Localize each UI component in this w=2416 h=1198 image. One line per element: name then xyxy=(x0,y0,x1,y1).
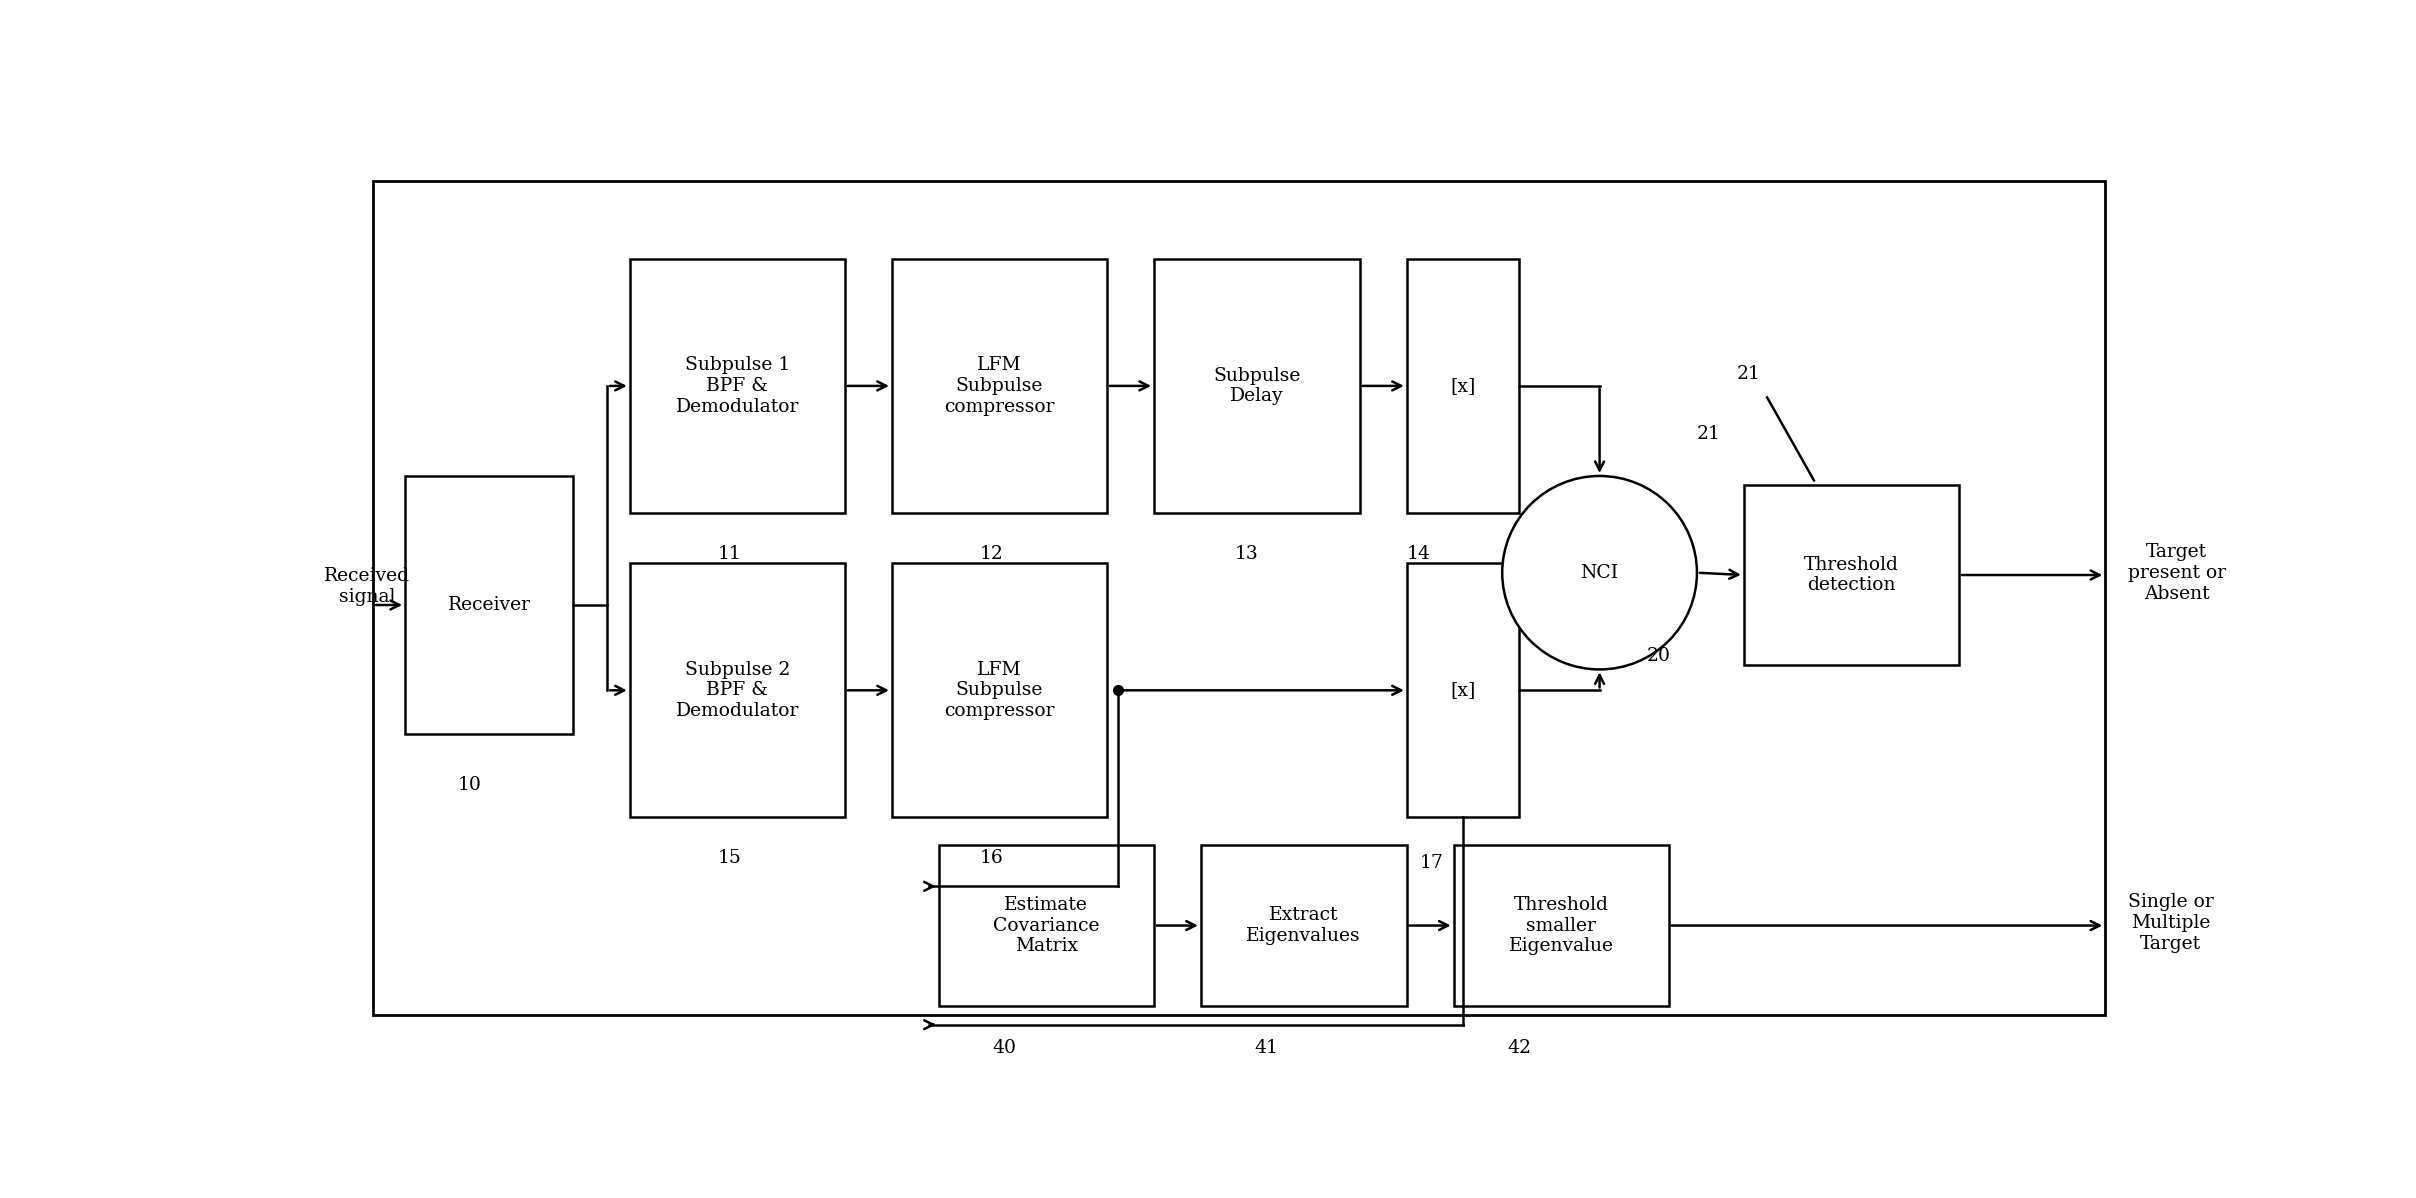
Bar xyxy=(1406,563,1520,817)
Text: 41: 41 xyxy=(1254,1039,1278,1057)
Bar xyxy=(1201,845,1406,1006)
Text: 13: 13 xyxy=(1235,545,1259,563)
Text: 17: 17 xyxy=(1421,854,1445,872)
Text: 12: 12 xyxy=(981,545,1003,563)
Text: 40: 40 xyxy=(993,1039,1017,1057)
Bar xyxy=(1155,259,1360,513)
Text: Extract
Eigenvalues: Extract Eigenvalues xyxy=(1247,906,1360,945)
Text: 21: 21 xyxy=(1696,425,1720,443)
Text: Subpulse
Delay: Subpulse Delay xyxy=(1213,367,1300,405)
Bar xyxy=(631,563,846,817)
Text: Subpulse 1
BPF &
Demodulator: Subpulse 1 BPF & Demodulator xyxy=(676,356,800,416)
Text: Single or
Multiple
Target: Single or Multiple Target xyxy=(2128,894,2213,954)
Text: 21: 21 xyxy=(1737,365,1761,383)
Text: Receiver: Receiver xyxy=(447,595,532,615)
Text: 42: 42 xyxy=(1508,1039,1532,1057)
Bar xyxy=(406,476,573,734)
Bar xyxy=(631,259,846,513)
Text: 11: 11 xyxy=(718,545,742,563)
Text: LFM
Subpulse
compressor: LFM Subpulse compressor xyxy=(945,660,1056,720)
Text: NCI: NCI xyxy=(1580,564,1619,582)
Bar xyxy=(892,563,1107,817)
Bar xyxy=(892,259,1107,513)
Text: LFM
Subpulse
compressor: LFM Subpulse compressor xyxy=(945,356,1056,416)
Text: Target
present or
Absent: Target present or Absent xyxy=(2128,543,2225,603)
Text: Estimate
Covariance
Matrix: Estimate Covariance Matrix xyxy=(993,896,1099,955)
Ellipse shape xyxy=(1503,476,1696,670)
Text: 15: 15 xyxy=(718,849,742,867)
Text: 10: 10 xyxy=(457,775,481,793)
Bar xyxy=(1406,259,1520,513)
Text: Subpulse 2
BPF &
Demodulator: Subpulse 2 BPF & Demodulator xyxy=(676,660,800,720)
Text: 20: 20 xyxy=(1645,647,1669,665)
Bar xyxy=(1744,485,1959,665)
Text: 14: 14 xyxy=(1406,545,1430,563)
Text: 16: 16 xyxy=(981,849,1003,867)
Bar xyxy=(940,845,1155,1006)
Text: [x]: [x] xyxy=(1450,377,1476,395)
Text: Threshold
detection: Threshold detection xyxy=(1805,556,1899,594)
Text: Threshold
smaller
Eigenvalue: Threshold smaller Eigenvalue xyxy=(1508,896,1614,955)
Bar xyxy=(1454,845,1669,1006)
Text: Received
signal: Received signal xyxy=(324,567,411,606)
Text: [x]: [x] xyxy=(1450,682,1476,700)
